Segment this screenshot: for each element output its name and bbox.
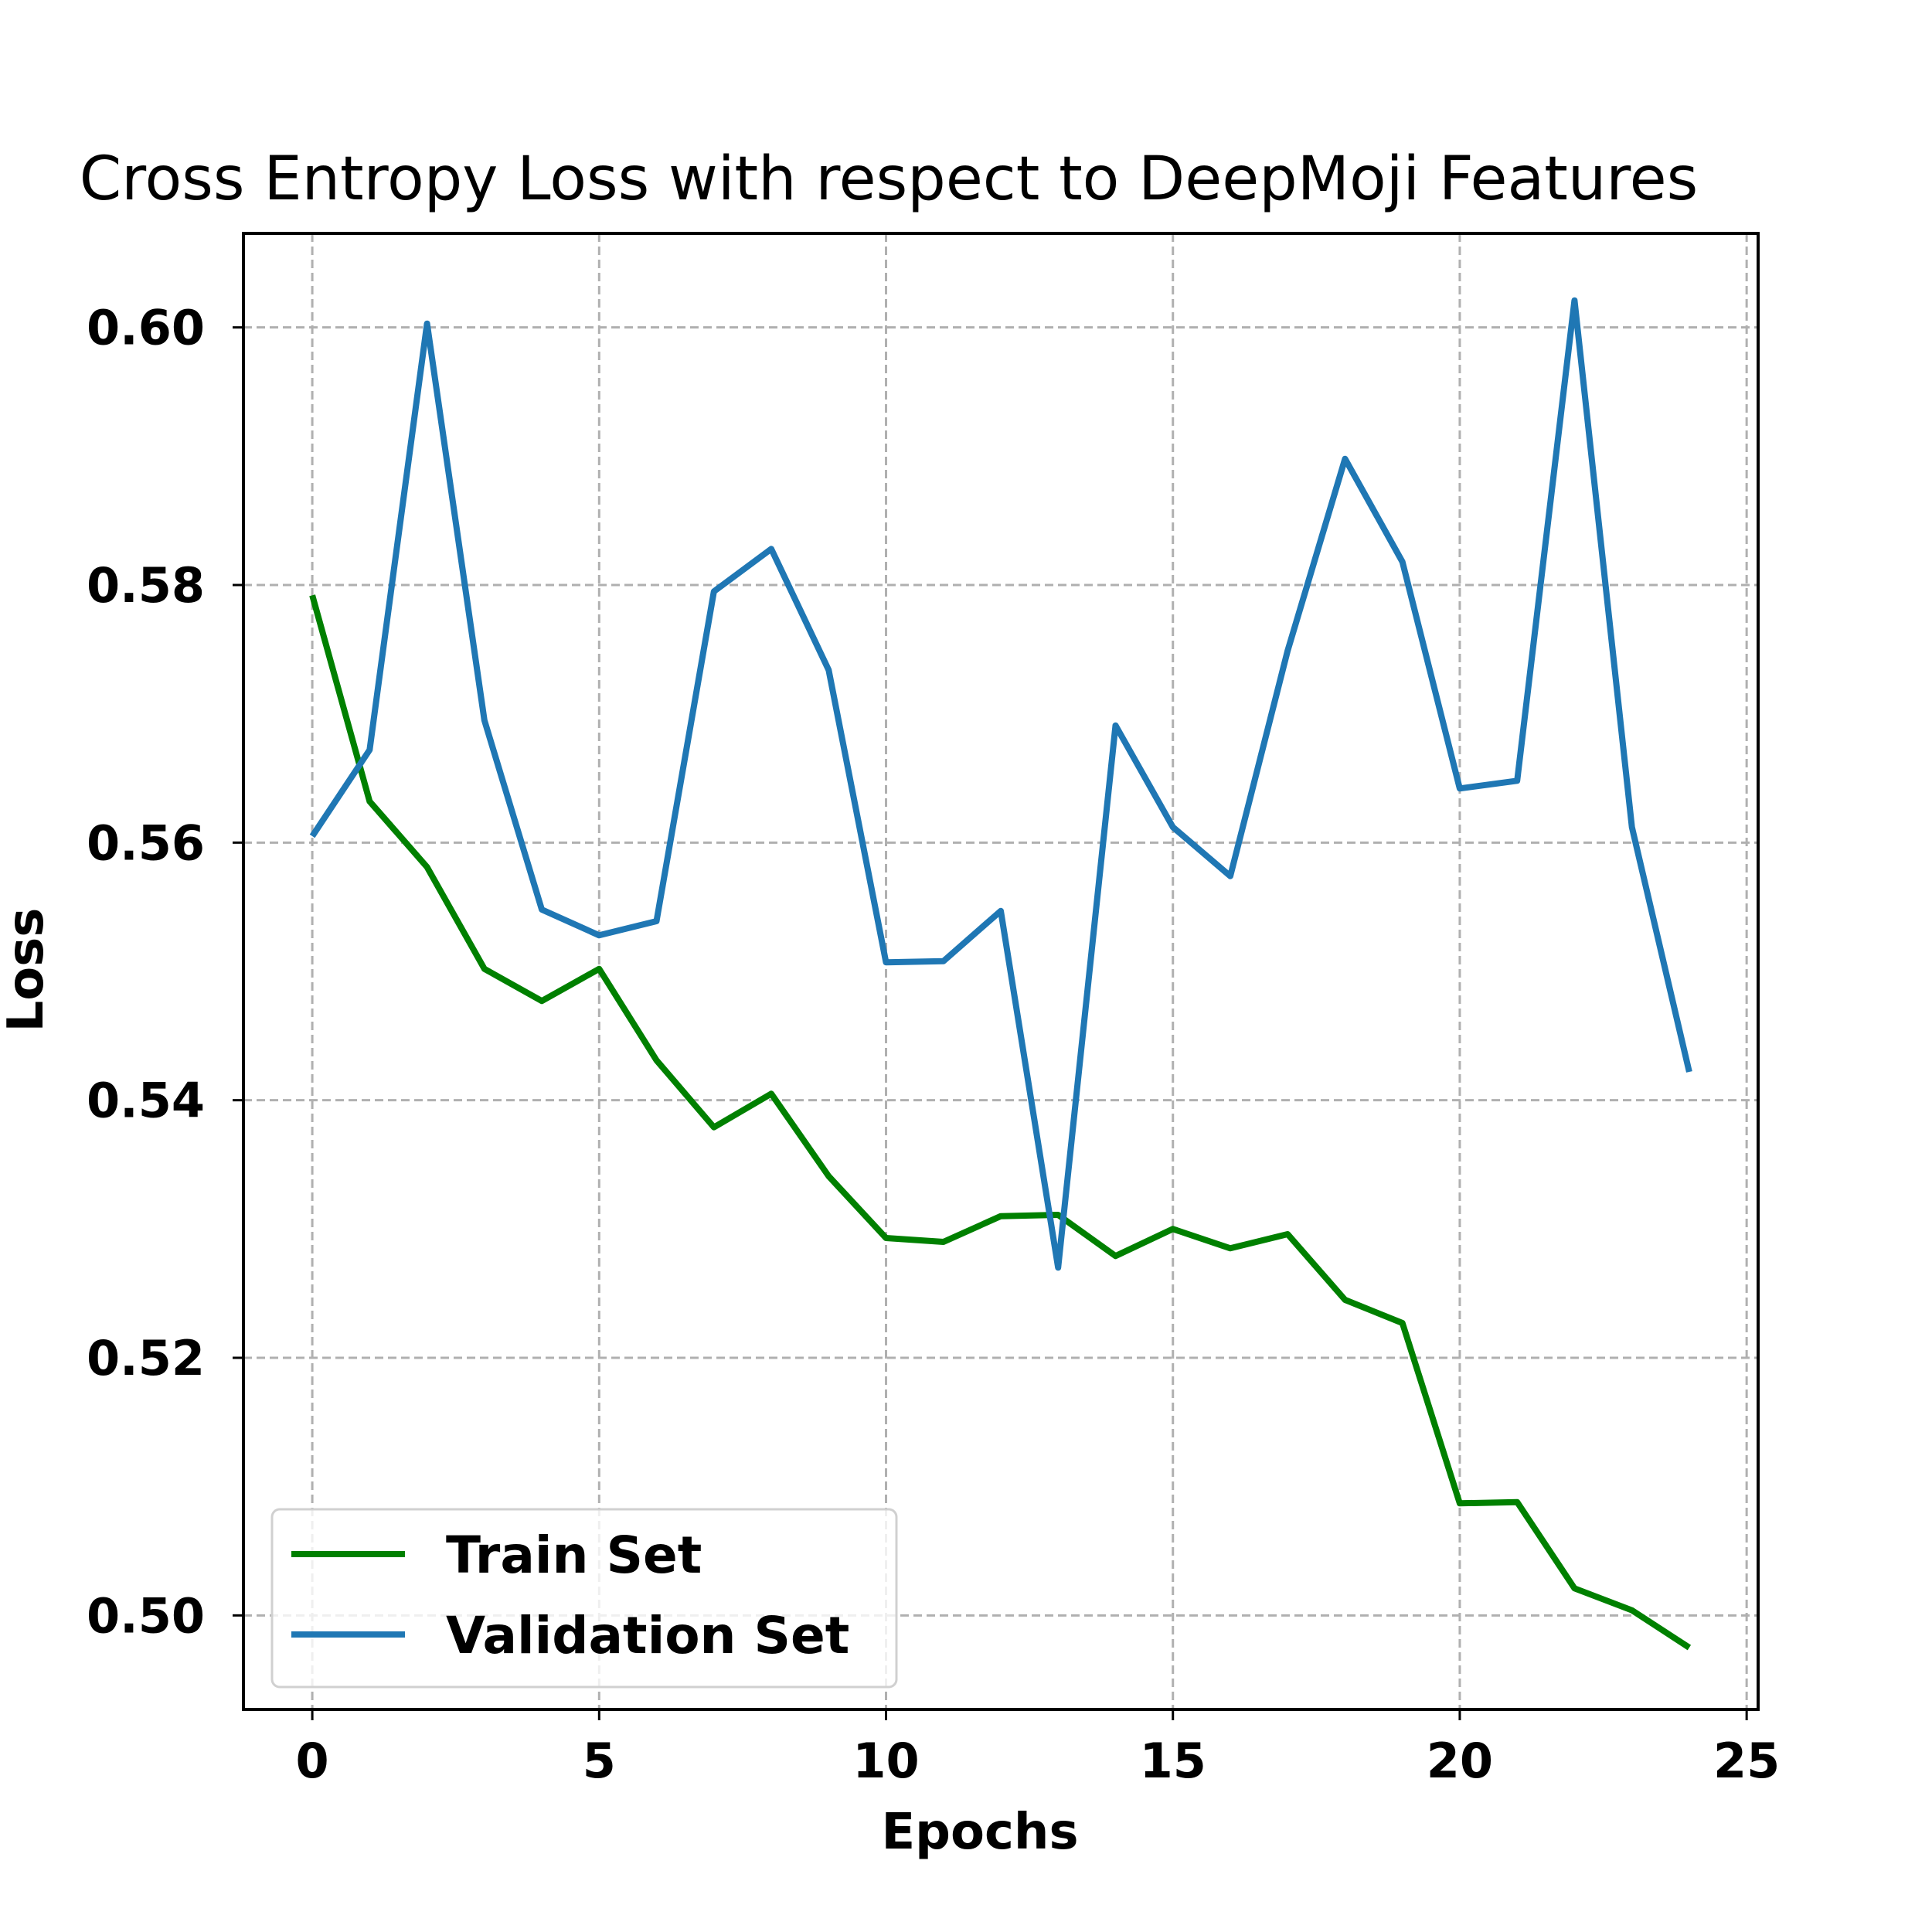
y-tick-label: 0.54: [87, 1073, 205, 1129]
x-tick-label: 0: [296, 1733, 329, 1789]
y-tick-label: 0.60: [87, 300, 205, 356]
legend-label-validation-set: Validation Set: [446, 1606, 849, 1665]
y-axis-label: Loss: [0, 908, 55, 1032]
series-line-validation-set: [309, 297, 1692, 1271]
plot-frame: [242, 232, 1760, 1711]
x-tick-label: 20: [1427, 1733, 1493, 1789]
legend-label-train-set: Train Set: [446, 1526, 702, 1585]
y-tick-label: 0.50: [87, 1587, 205, 1644]
series-lines: [309, 297, 1692, 1651]
y-tick-label: 0.52: [87, 1330, 205, 1386]
y-tick-label: 0.56: [87, 815, 205, 871]
series-line-train-set: [309, 594, 1692, 1651]
grid: [243, 233, 1758, 1709]
y-tick-label: 0.58: [87, 557, 205, 614]
x-tick-label: 15: [1140, 1733, 1206, 1789]
legend: Train Set Validation Set: [270, 1508, 898, 1689]
chart-title: Cross Entropy Loss with respect to DeepM…: [80, 145, 1699, 214]
x-axis-label: Epochs: [881, 1804, 1078, 1861]
x-tick-label: 25: [1713, 1733, 1780, 1789]
y-axis-ticks: 0.50 0.52 0.54 0.56 0.58 0.60: [87, 300, 243, 1644]
legend-box: [270, 1508, 898, 1689]
x-axis-ticks: 0 5 10 15 20 25: [296, 1709, 1780, 1789]
x-tick-label: 10: [852, 1733, 919, 1789]
x-tick-label: 5: [583, 1733, 616, 1789]
